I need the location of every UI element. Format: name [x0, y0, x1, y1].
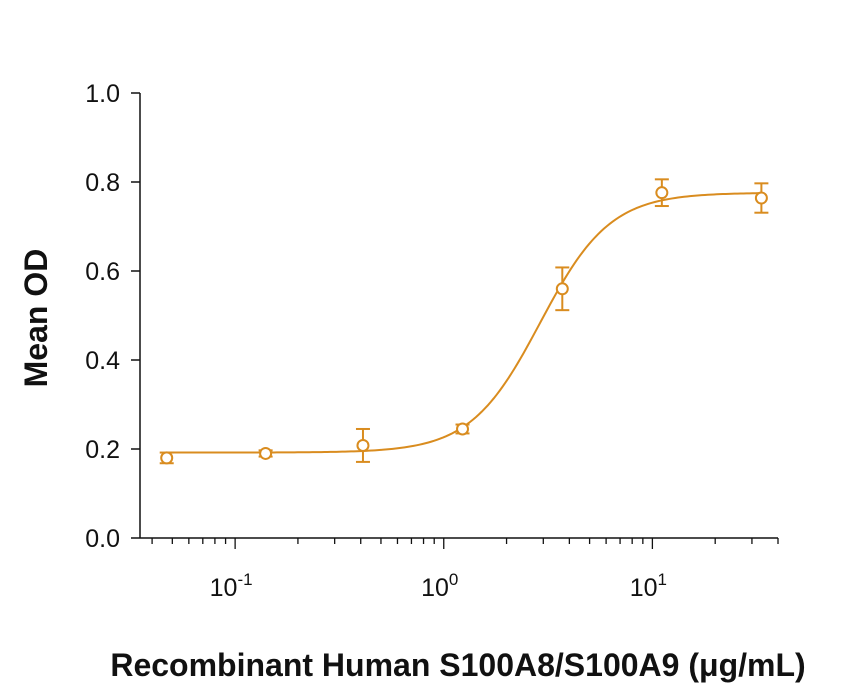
data-point — [754, 182, 769, 214]
data-point — [455, 422, 470, 436]
x-axis-title: Recombinant Human S100A8/S100A9 (μg/mL) — [110, 647, 805, 683]
y-tick-label: 0.8 — [85, 169, 120, 197]
axes — [139, 93, 778, 539]
x-tick-label: 100 — [421, 570, 458, 602]
fit-curve-layer — [166, 192, 762, 454]
data-marker — [160, 451, 174, 465]
x-axis-ticks: 10-1 100 101 — [151, 538, 779, 602]
data-point — [555, 266, 570, 312]
x-tick-label: 101 — [630, 570, 667, 602]
y-axis-ticks: 0.0 0.2 0.4 0.6 0.8 1.0 — [85, 80, 140, 553]
y-tick-label: 0.4 — [85, 347, 120, 375]
data-marker — [754, 191, 768, 205]
data-marker — [555, 282, 569, 296]
y-tick-label: 0.2 — [85, 436, 120, 464]
data-point — [159, 451, 174, 465]
data-marker — [655, 186, 669, 200]
y-axis-title: Mean OD — [18, 249, 54, 388]
data-point — [258, 446, 273, 460]
data-point — [654, 178, 669, 208]
fit-curve — [166, 192, 762, 454]
data-marker — [456, 422, 470, 436]
y-tick-label: 1.0 — [85, 80, 120, 108]
data-point — [355, 427, 370, 463]
data-marker — [356, 438, 370, 452]
y-tick-label: 0.6 — [85, 258, 120, 286]
data-marker — [259, 446, 273, 460]
y-tick-label: 0.0 — [85, 525, 120, 553]
x-tick-label: 10-1 — [210, 570, 253, 602]
data-points-layer — [159, 178, 769, 465]
